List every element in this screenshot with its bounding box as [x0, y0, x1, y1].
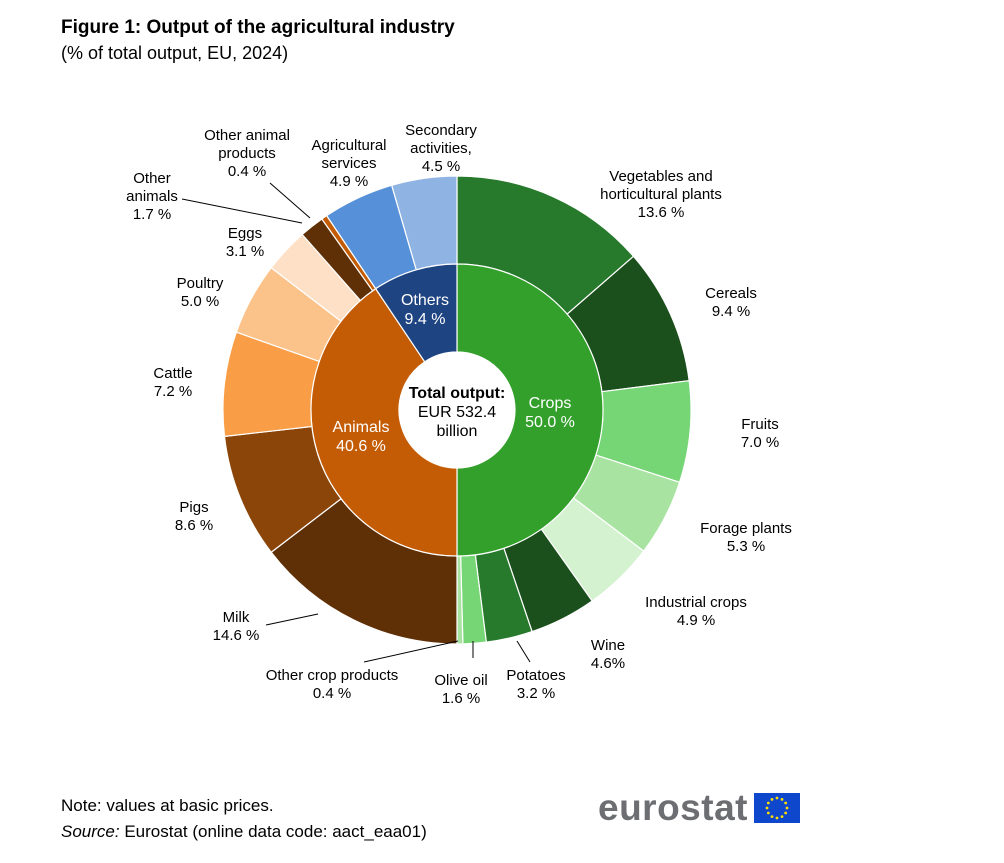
center-label: Total output: EUR 532.4 billion [409, 385, 506, 440]
label-other-animal-products: Other animal products 0.4 % [204, 127, 290, 180]
center-text: Total output: EUR 532.4 billion [409, 385, 506, 440]
logo-text: eurostat [598, 787, 748, 828]
inner-ring [310, 263, 604, 557]
label-wine: Wine 4.6% [591, 637, 625, 672]
inner-label-crops: Crops 50.0 % [525, 395, 575, 431]
label-olive-oil: Olive oil 1.6 % [434, 672, 487, 707]
label-pigs: Pigs 8.6 % [175, 499, 213, 534]
chart-subtitle: (% of total output, EU, 2024) [61, 43, 289, 63]
label-forage-plants: Forage plants 5.3 % [700, 520, 792, 555]
label-other-crop-products: Other crop products 0.4 % [266, 667, 399, 702]
leader-other-crop-products [363, 640, 459, 663]
label-milk: Milk 14.6 % [213, 609, 260, 644]
note: Note: values at basic prices. [61, 796, 274, 815]
eu-flag-icon [753, 793, 800, 823]
label-industrial-crops: Industrial crops 4.9 % [645, 594, 747, 629]
leader-milk [265, 613, 319, 626]
label-other-animals: Other animals 1.7 % [126, 170, 178, 223]
label-secondary-activities: Secondary activities, 4.5 % [405, 122, 477, 175]
inner-slice-animals [310, 287, 458, 557]
leader-other-animal-products [269, 182, 311, 219]
label-vegetables-and-horticultural-plants: Vegetables and horticultural plants 13.6 % [600, 168, 722, 221]
source: Source: Eurostat (online data code: aact… [61, 822, 427, 842]
label-poultry: Poultry 5.0 % [177, 275, 224, 310]
label-cattle: Cattle 7.2 % [153, 365, 192, 400]
label-potatoes: Potatoes 3.2 % [506, 667, 565, 702]
source-label: Source: [61, 822, 120, 841]
label-fruits: Fruits 7.0 % [741, 416, 779, 451]
inner-label-animals: Animals 40.6 % [333, 419, 390, 455]
leader-lines [181, 182, 531, 663]
label-eggs: Eggs 3.1 % [226, 225, 264, 260]
slice-labels: Vegetables and horticultural plants 13.6 %… [126, 122, 792, 707]
inner-label-others: Others 9.4 % [401, 292, 449, 328]
source-text: Eurostat (online data code: aact_eaa01) [119, 822, 427, 841]
chart-title: Figure 1: Output of the agricultural ind… [61, 17, 455, 38]
leader-other-animals [181, 198, 303, 224]
eurostat-logo: eurostat [598, 788, 800, 828]
outer-ring [222, 175, 692, 645]
inner-slice-crops [456, 263, 604, 557]
inner-slice-others [374, 263, 458, 363]
leader-potatoes [516, 640, 531, 663]
label-cereals: Cereals 9.4 % [705, 285, 757, 320]
label-agricultural-services: Agricultural services 4.9 % [311, 137, 386, 190]
